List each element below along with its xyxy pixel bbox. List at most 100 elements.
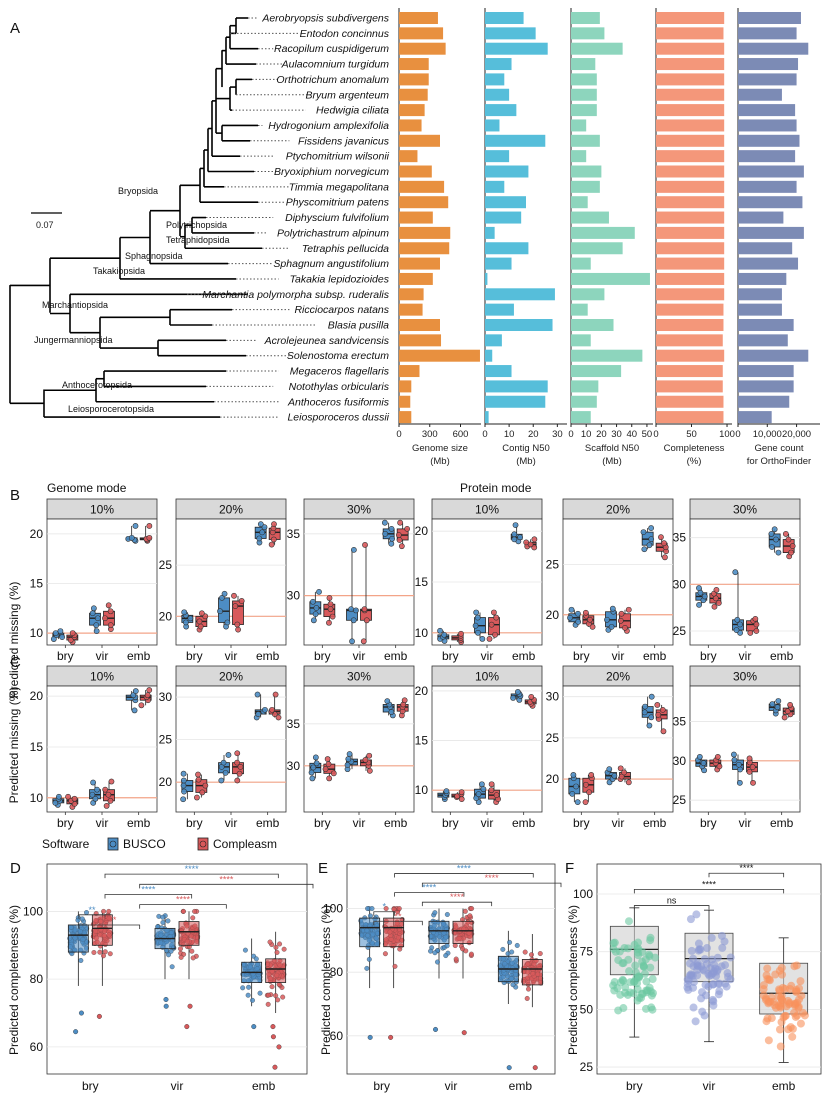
- data-point: [195, 776, 202, 783]
- facet-ytick-label: 20: [415, 684, 429, 698]
- data-point: [658, 534, 664, 541]
- clade-label-polytrichopsida: Polytrichopsida: [166, 220, 227, 230]
- legend-dot-busco: [109, 840, 117, 848]
- data-point: [696, 753, 703, 760]
- facet-30pct: 30% 25 30 35 bry vir emb: [673, 665, 801, 830]
- data-point: [640, 529, 647, 536]
- data-point: [788, 1032, 797, 1041]
- trait-bar: [571, 150, 587, 163]
- trait-bar: [485, 150, 510, 163]
- trait-bar: [571, 27, 605, 40]
- trait-bar: [485, 165, 529, 178]
- data-point: [786, 1023, 795, 1032]
- trait-bar: [485, 411, 489, 424]
- species-label: Tetraphis pellucida: [302, 243, 389, 255]
- data-point: [750, 779, 756, 786]
- panel-label-b: B: [10, 487, 20, 504]
- box-body: [265, 958, 287, 983]
- data-point: [180, 908, 186, 914]
- data-point: [92, 795, 99, 802]
- panel-f-plot: 25 50 75 100 bry vir emb ns **** ****: [573, 863, 822, 1093]
- facet-xtick-label: emb: [770, 649, 794, 663]
- facet-xtick-label: vir: [612, 649, 625, 663]
- data-point: [182, 619, 189, 626]
- trait-bar: [399, 42, 446, 55]
- data-point: [382, 530, 389, 537]
- data-point: [775, 549, 782, 556]
- trait-bar: [399, 288, 424, 301]
- facet-xtick-label: emb: [256, 649, 280, 663]
- trait-bar: [738, 365, 794, 378]
- trait-panel-4: 0 10,000 20,000 Gene count for OrthoFinder: [735, 8, 820, 467]
- data-point: [788, 549, 795, 556]
- data-point: [322, 766, 329, 773]
- box-body: [452, 920, 474, 944]
- data-point: [775, 698, 782, 704]
- data-point: [588, 772, 595, 778]
- data-point: [746, 768, 753, 775]
- data-point: [310, 764, 317, 771]
- significance-bracket: [394, 873, 534, 878]
- data-point: [587, 616, 593, 623]
- trait-tick-label: 0: [568, 429, 573, 440]
- trait-bar: [738, 349, 809, 362]
- panel-label-d: D: [10, 860, 21, 877]
- trait-bar: [656, 27, 724, 40]
- trait-bar: [485, 134, 546, 147]
- significance-label: ****: [702, 879, 717, 889]
- data-point: [575, 610, 581, 617]
- data-point: [529, 952, 534, 958]
- facet-strip-label: 20%: [219, 670, 243, 684]
- data-point: [614, 1006, 623, 1015]
- data-point: [458, 789, 465, 796]
- facet-ytick-label: 25: [673, 793, 687, 807]
- facet-plot-area: [689, 685, 801, 813]
- data-point: [202, 782, 209, 789]
- species-label: Entodon concinnus: [300, 28, 390, 40]
- data-point: [69, 630, 76, 636]
- significance-bracket: [104, 894, 193, 899]
- data-point: [698, 1007, 707, 1016]
- clade-label-jungermanniopsida: Jungermanniopsida: [34, 335, 113, 345]
- panel-label-a: A: [10, 20, 20, 37]
- data-point: [178, 946, 183, 952]
- trait-bar: [485, 119, 500, 132]
- species-label: Sphagnum angustifolium: [273, 258, 389, 270]
- data-point: [404, 525, 411, 532]
- data-point: [234, 759, 240, 766]
- significance-label: ns: [667, 896, 677, 906]
- data-point: [107, 797, 114, 804]
- ytick-label: 60: [30, 1040, 44, 1054]
- trait-bar: [571, 211, 609, 224]
- trait-xlabel-unit: (Mb): [516, 456, 536, 467]
- data-point: [107, 622, 114, 629]
- trait-bar: [571, 288, 605, 301]
- trait-bar: [571, 303, 588, 316]
- data-point: [604, 616, 610, 623]
- facet-plot-area: [689, 518, 801, 646]
- facet-xtick-label: emb: [127, 649, 151, 663]
- data-point: [582, 799, 589, 806]
- data-point: [517, 534, 524, 541]
- data-point: [734, 616, 741, 623]
- data-point: [617, 617, 624, 624]
- facet-ytick-label: 35: [287, 527, 301, 541]
- trait-bar: [485, 73, 505, 86]
- data-point: [146, 687, 153, 693]
- species-label: Notothylas orbicularis: [289, 381, 390, 393]
- data-point: [621, 769, 627, 776]
- trait-bar: [656, 242, 725, 255]
- data-point: [369, 906, 375, 911]
- data-point: [624, 917, 633, 926]
- data-point: [512, 522, 519, 528]
- facet-strip-label: 10%: [90, 670, 114, 684]
- trait-bar: [656, 349, 725, 362]
- trait-bar: [485, 349, 493, 362]
- facet-plot-area: [303, 518, 415, 646]
- data-point: [486, 636, 493, 642]
- data-point: [398, 543, 405, 550]
- facet-10pct: 10% 10 15 20 bry vir emb: [30, 665, 158, 830]
- data-point: [388, 525, 395, 532]
- ytick-label: 100: [23, 904, 43, 918]
- trait-bar: [571, 380, 599, 393]
